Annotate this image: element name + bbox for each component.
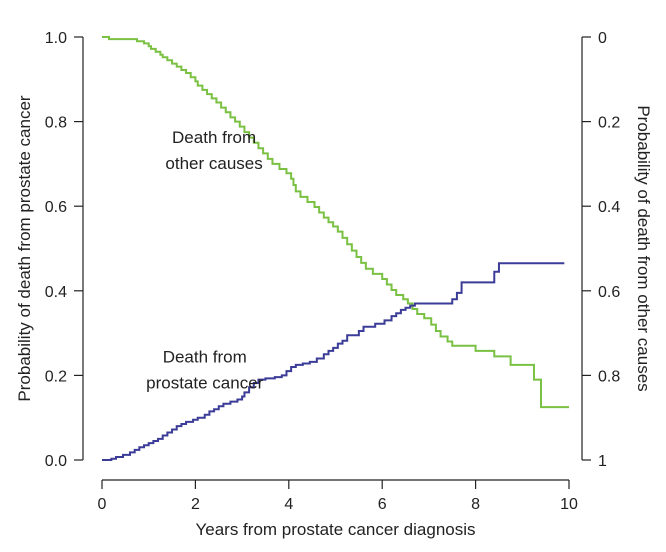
- annotation-prostate-line: Death from: [163, 348, 247, 367]
- left-y-tick-label: 0.0: [45, 453, 67, 470]
- series-line-prostate-cancer: [102, 262, 565, 461]
- annotation-other-line: Death from: [172, 128, 256, 147]
- x-tick-label: 0: [98, 496, 107, 513]
- x-tick-label: 8: [471, 496, 480, 513]
- annotation-prostate-line: prostate cancer: [146, 374, 264, 393]
- left-y-tick-label: 1.0: [45, 30, 67, 47]
- x-tick-label: 6: [378, 496, 387, 513]
- axes-group: [82, 37, 583, 481]
- annotations: Death from other causes Death from prostate…: [146, 128, 264, 393]
- x-axis-title: Years from prostate cancer diagnosis: [195, 520, 475, 539]
- right-y-tick-label: 0.4: [598, 199, 620, 216]
- x-tick-label: 4: [284, 496, 293, 513]
- annotation-other-line: other causes: [165, 154, 262, 173]
- right-y-tick-label: 0: [598, 30, 607, 47]
- series-layer: [102, 36, 569, 461]
- series-line-other-causes: [102, 36, 569, 409]
- right-y-tick-label: 0.8: [598, 368, 620, 385]
- left-y-axis-ticks: 0.0 0.2 0.4 0.6 0.8 1.0: [45, 30, 83, 470]
- x-tick-label: 2: [191, 496, 200, 513]
- right-y-tick-label: 0.2: [598, 115, 620, 132]
- left-y-tick-label: 0.2: [45, 368, 67, 385]
- x-axis-ticks: 0 2 4 6 8 10: [98, 480, 578, 513]
- left-y-tick-label: 0.6: [45, 199, 67, 216]
- right-y-axis-title: Probability of death from other causes: [634, 105, 653, 391]
- left-y-tick-label: 0.4: [45, 284, 67, 301]
- right-y-tick-label: 0.6: [598, 284, 620, 301]
- left-y-axis-title: Probability of death from prostate cance…: [15, 95, 34, 401]
- x-tick-label: 10: [560, 496, 578, 513]
- left-y-tick-label: 0.8: [45, 115, 67, 132]
- right-y-axis-ticks: 0 0.2 0.4 0.6 0.8 1: [582, 30, 620, 470]
- right-y-tick-label: 1: [598, 453, 607, 470]
